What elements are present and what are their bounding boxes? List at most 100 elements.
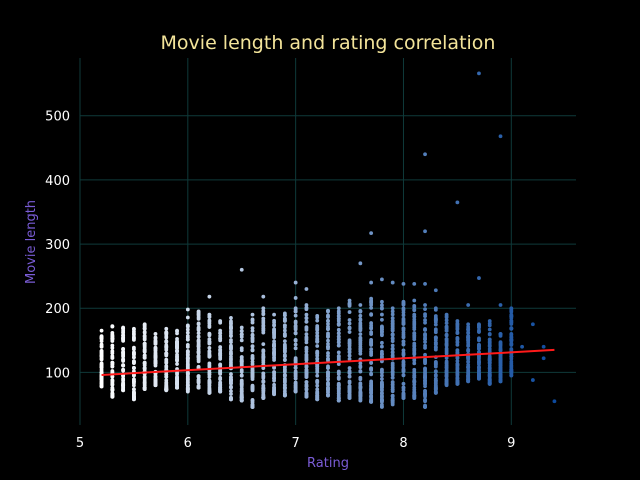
data-point bbox=[336, 327, 341, 332]
data-point bbox=[336, 376, 341, 380]
data-point bbox=[380, 388, 384, 393]
data-point bbox=[142, 349, 147, 354]
data-point bbox=[164, 361, 169, 365]
data-point bbox=[282, 380, 287, 385]
data-point bbox=[272, 350, 276, 355]
data-point bbox=[487, 363, 492, 368]
data-point bbox=[175, 328, 179, 333]
data-point bbox=[250, 317, 255, 322]
data-point bbox=[347, 357, 352, 361]
data-point bbox=[185, 315, 190, 320]
data-point bbox=[369, 312, 374, 317]
data-point bbox=[380, 385, 384, 390]
data-point bbox=[239, 381, 244, 386]
data-point bbox=[509, 363, 514, 368]
data-point bbox=[304, 371, 309, 376]
data-point bbox=[336, 334, 341, 339]
data-point bbox=[261, 312, 266, 317]
data-point bbox=[380, 370, 384, 375]
data-point bbox=[110, 362, 115, 367]
data-point bbox=[444, 379, 449, 383]
data-point bbox=[412, 348, 417, 352]
data-point bbox=[239, 389, 244, 394]
data-point bbox=[380, 299, 384, 304]
data-point bbox=[487, 377, 492, 382]
data-point bbox=[196, 385, 201, 390]
data-point bbox=[142, 322, 147, 327]
data-point bbox=[487, 374, 492, 379]
data-point bbox=[175, 349, 179, 353]
data-point bbox=[498, 379, 503, 384]
data-point bbox=[121, 333, 126, 338]
data-point bbox=[541, 344, 546, 349]
data-point bbox=[121, 363, 126, 368]
data-point bbox=[229, 315, 233, 320]
data-point bbox=[261, 379, 266, 383]
data-point bbox=[239, 338, 244, 343]
data-point bbox=[282, 342, 287, 347]
data-point bbox=[326, 386, 330, 391]
data-point bbox=[390, 326, 395, 331]
data-point bbox=[153, 335, 158, 340]
data-point bbox=[347, 374, 352, 379]
data-point bbox=[487, 347, 492, 351]
data-point bbox=[282, 358, 287, 362]
data-point bbox=[347, 366, 352, 370]
data-point bbox=[185, 363, 190, 368]
data-point bbox=[272, 347, 276, 351]
data-point bbox=[444, 333, 449, 338]
data-point bbox=[466, 364, 471, 369]
data-point bbox=[315, 378, 320, 383]
data-point bbox=[196, 359, 201, 364]
data-point bbox=[229, 333, 233, 338]
data-point bbox=[218, 375, 223, 380]
data-point bbox=[293, 323, 298, 328]
data-point bbox=[218, 319, 223, 323]
data-point bbox=[347, 302, 352, 307]
data-point bbox=[282, 373, 287, 378]
data-point bbox=[99, 350, 104, 355]
data-point bbox=[326, 338, 330, 343]
data-point bbox=[487, 327, 492, 332]
data-point bbox=[423, 318, 427, 322]
data-point bbox=[250, 359, 255, 364]
data-point bbox=[412, 331, 417, 335]
data-point bbox=[358, 365, 363, 370]
data-point bbox=[433, 347, 438, 352]
data-point bbox=[336, 383, 341, 388]
data-point bbox=[142, 380, 147, 385]
data-point bbox=[132, 397, 136, 402]
data-point bbox=[326, 331, 330, 336]
data-point bbox=[207, 380, 212, 385]
data-point bbox=[304, 312, 309, 317]
data-point bbox=[304, 387, 309, 391]
data-point bbox=[207, 386, 212, 391]
data-point bbox=[369, 330, 374, 335]
data-point bbox=[164, 330, 169, 335]
data-point bbox=[347, 325, 352, 330]
data-point bbox=[207, 294, 212, 299]
data-point bbox=[466, 322, 471, 327]
data-point bbox=[412, 325, 417, 330]
data-point bbox=[250, 337, 255, 342]
data-point bbox=[401, 381, 406, 386]
data-point bbox=[121, 378, 126, 383]
data-point bbox=[487, 319, 492, 323]
data-point bbox=[358, 313, 363, 318]
data-point bbox=[326, 313, 330, 318]
data-point bbox=[412, 352, 417, 357]
data-point bbox=[304, 353, 309, 358]
data-point bbox=[293, 280, 298, 285]
data-point bbox=[153, 356, 158, 361]
data-point bbox=[401, 385, 406, 390]
data-point bbox=[207, 312, 212, 317]
data-point bbox=[196, 355, 201, 359]
data-point bbox=[477, 322, 481, 327]
data-point bbox=[272, 373, 276, 378]
data-point bbox=[433, 391, 438, 395]
data-point bbox=[293, 337, 298, 342]
data-point bbox=[185, 330, 190, 335]
data-point bbox=[380, 349, 384, 354]
data-point bbox=[132, 335, 136, 339]
data-point bbox=[466, 379, 471, 384]
